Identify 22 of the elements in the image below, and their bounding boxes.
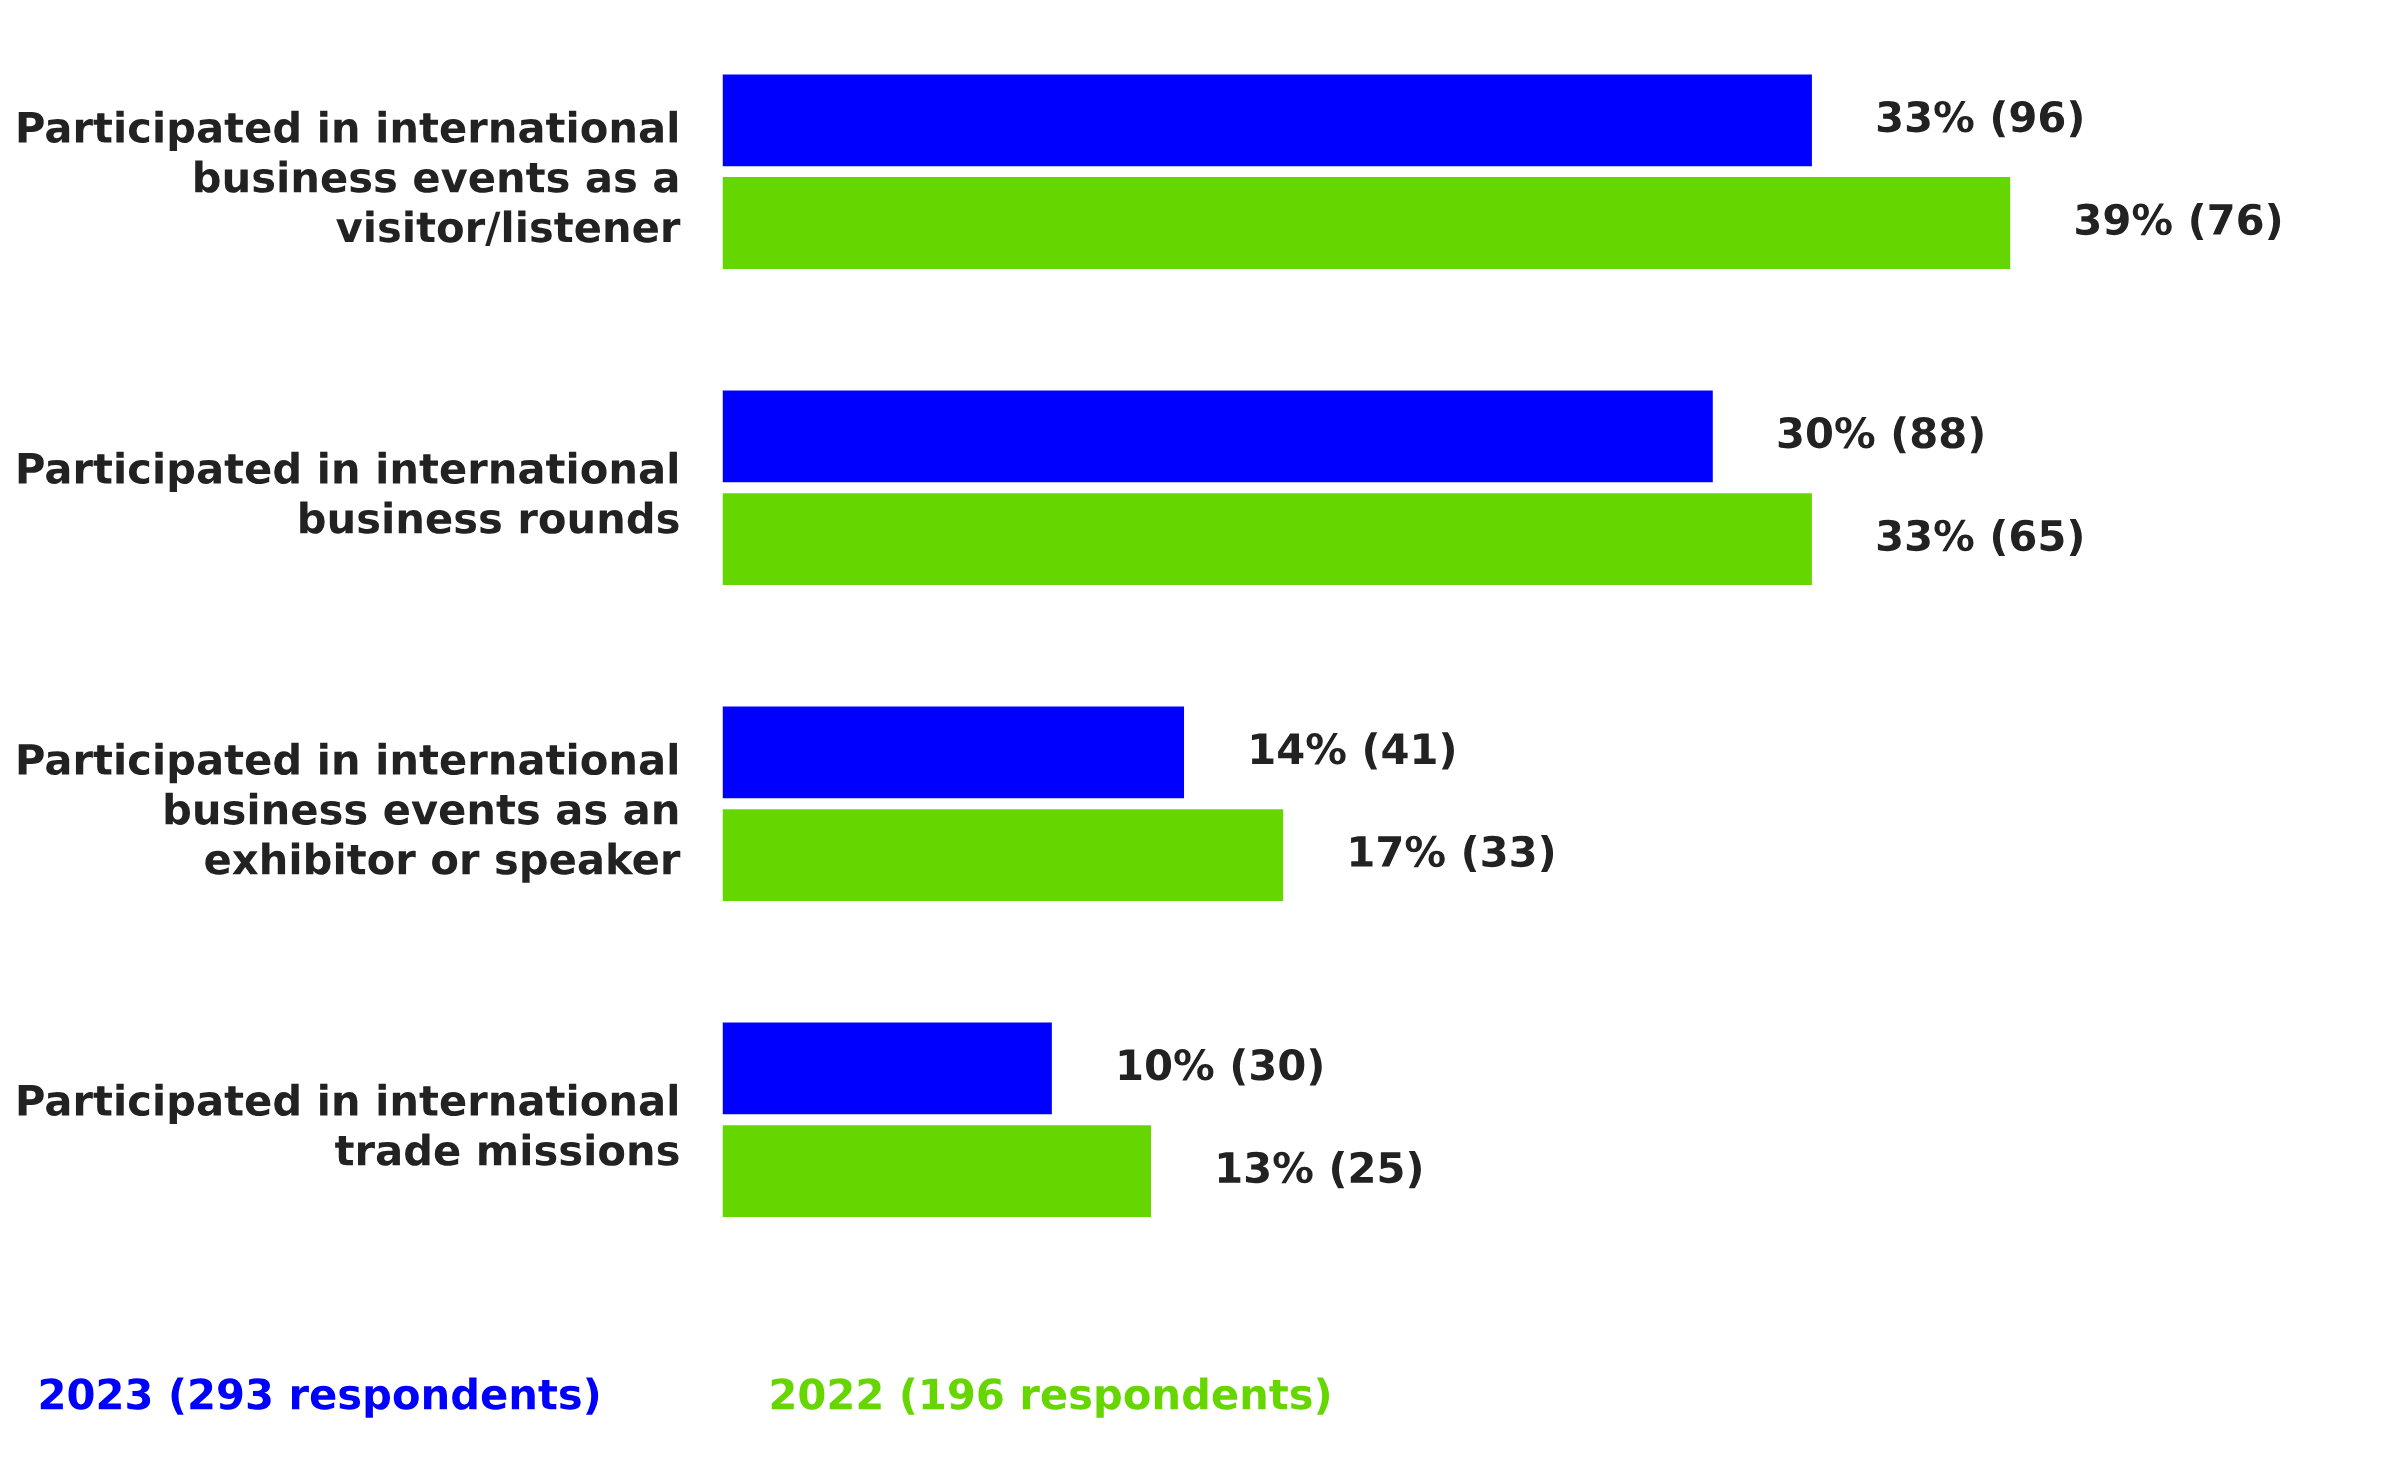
y-tick-label: Participated in international business rounds: [18, 451, 679, 534]
bar: [722, 175, 2012, 271]
data-label: 33% (65): [1877, 518, 2082, 557]
y-tick-label: Participated in international trade missions: [18, 1083, 679, 1166]
text: 2023 (293 respondents): [40, 1377, 599, 1418]
bar: [722, 1021, 1054, 1116]
bar: [722, 1123, 1153, 1219]
data-label: 33% (96): [1877, 100, 2082, 138]
bar: [722, 491, 1814, 587]
data-label: 17% (33): [1351, 834, 1554, 873]
y-tick-label: Participated in international business events as an exhibitor or speaker: [18, 742, 681, 883]
data-label: 10% (30): [1119, 1048, 1322, 1086]
bar: [722, 807, 1285, 903]
y-tick-label: Participated in international business events as a visitor/listener: [18, 110, 681, 246]
bar: [722, 389, 1715, 484]
text: 2022 (196 respondents): [771, 1377, 1330, 1418]
data-label: 13% (25): [1218, 1151, 1421, 1189]
data-label: 14% (41): [1251, 732, 1454, 770]
bar: [722, 705, 1186, 800]
bar: [722, 73, 1814, 168]
data-label: 30% (88): [1778, 416, 1983, 454]
data-label: 39% (76): [2076, 202, 2281, 241]
